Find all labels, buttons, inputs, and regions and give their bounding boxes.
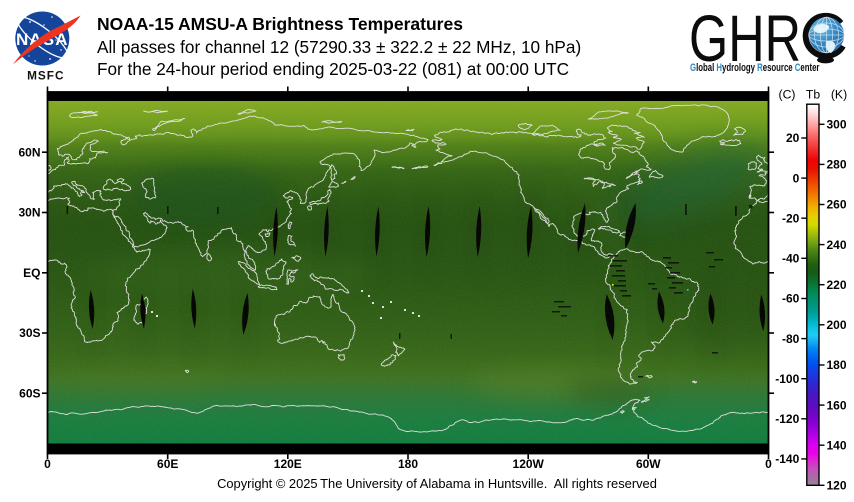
svg-text:0: 0 — [44, 457, 51, 471]
svg-text:120E: 120E — [274, 457, 302, 471]
svg-text:0: 0 — [793, 171, 800, 185]
svg-text:EQ: EQ — [23, 266, 40, 280]
svg-text:200: 200 — [827, 318, 847, 332]
svg-text:-40: -40 — [782, 252, 800, 266]
svg-text:60S: 60S — [19, 386, 40, 400]
svg-text:(C): (C) — [779, 88, 796, 102]
svg-text:60W: 60W — [636, 457, 661, 471]
svg-text:30S: 30S — [19, 326, 40, 340]
svg-text:Global Hydrology Resource Cent: Global Hydrology Resource Center — [690, 62, 820, 75]
svg-text:20: 20 — [786, 131, 800, 145]
svg-text:280: 280 — [827, 158, 847, 172]
svg-text:60N: 60N — [18, 145, 40, 159]
svg-text:0: 0 — [765, 457, 772, 471]
svg-text:220: 220 — [827, 278, 847, 292]
svg-text:240: 240 — [827, 238, 847, 252]
svg-text:MSFC: MSFC — [27, 69, 64, 83]
svg-text:-60: -60 — [782, 292, 800, 306]
svg-text:120: 120 — [827, 479, 847, 493]
svg-text:Tb: Tb — [806, 88, 820, 102]
svg-text:120W: 120W — [513, 457, 545, 471]
svg-text:140: 140 — [827, 438, 847, 452]
svg-text:-20: -20 — [782, 211, 800, 225]
svg-text:300: 300 — [827, 118, 847, 132]
svg-text:260: 260 — [827, 198, 847, 212]
svg-text:(K): (K) — [831, 88, 847, 102]
svg-text:180: 180 — [398, 457, 418, 471]
svg-text:-120: -120 — [775, 412, 799, 426]
svg-text:-140: -140 — [775, 452, 799, 466]
svg-text:180: 180 — [827, 358, 847, 372]
svg-text:30N: 30N — [18, 206, 40, 220]
svg-text:GHR: GHR — [689, 1, 801, 75]
svg-text:-80: -80 — [782, 332, 800, 346]
svg-text:60E: 60E — [157, 457, 178, 471]
svg-text:-100: -100 — [775, 372, 799, 386]
svg-text:160: 160 — [827, 398, 847, 412]
